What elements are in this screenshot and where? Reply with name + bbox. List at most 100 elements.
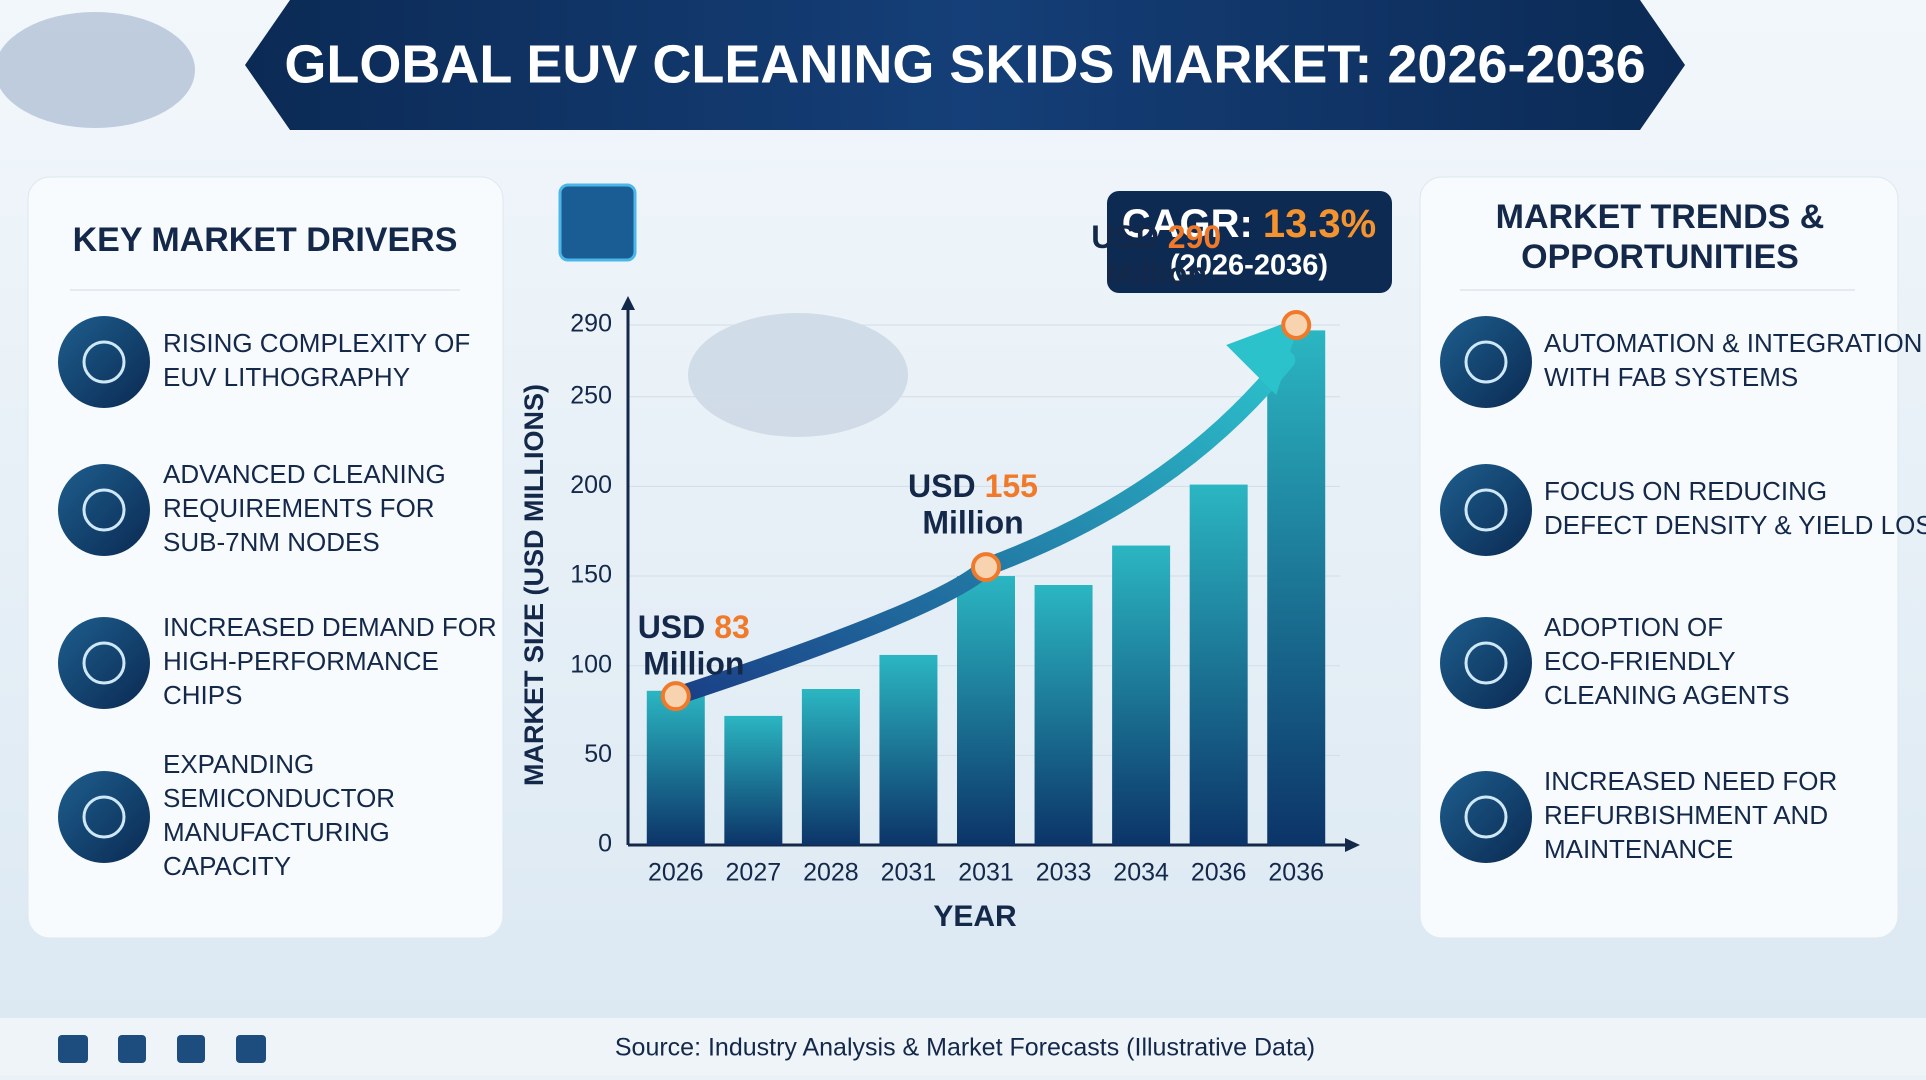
x-axis-label: YEAR xyxy=(933,900,1017,933)
x-tick-label: 2031 xyxy=(881,859,937,887)
item-text: FOCUS ON REDUCING xyxy=(1544,476,1827,506)
bar xyxy=(879,654,938,845)
bar xyxy=(646,690,705,845)
bar xyxy=(1034,585,1093,845)
annotation-text: USD 290 xyxy=(1091,219,1221,255)
annotation-marker xyxy=(660,681,691,712)
trends-panel xyxy=(1419,176,1899,939)
drivers-title: KEY MARKET DRIVERS xyxy=(73,221,458,259)
annotation-marker xyxy=(971,552,1001,583)
annotation-unit: Million xyxy=(643,646,744,682)
item-text: CLEANING AGENTS xyxy=(1544,680,1790,710)
item-text: INCREASED DEMAND FOR xyxy=(163,612,497,642)
y-tick-label: 50 xyxy=(584,740,612,768)
icon-circle xyxy=(1440,316,1532,408)
chip-decoration xyxy=(558,183,637,262)
footer-icon xyxy=(177,1035,205,1063)
icon-circle xyxy=(58,464,150,556)
item-text: SEMICONDUCTOR xyxy=(163,783,395,813)
y-axis-label: MARKET SIZE (USD MILLIONS) xyxy=(519,384,549,786)
item-text: REQUIREMENTS FOR xyxy=(163,493,435,523)
annotation-text: USD 83 xyxy=(638,610,750,646)
cagr-box xyxy=(1107,191,1392,293)
y-axis-arrow xyxy=(621,296,635,310)
annotation-prefix: USD xyxy=(908,469,976,505)
icon-circle xyxy=(58,617,150,709)
y-tick-label: 0 xyxy=(598,830,612,858)
annotation-value: 155 xyxy=(985,469,1038,505)
item-text: CAPACITY xyxy=(163,851,291,881)
icon-glyph xyxy=(82,340,126,384)
x-axis-arrow xyxy=(1345,838,1360,852)
item-text: MANUFACTURING xyxy=(163,817,390,847)
item-text: REFURBISHMENT AND xyxy=(1544,800,1828,830)
icon-glyph xyxy=(82,795,126,839)
bar xyxy=(1189,484,1248,845)
source: Source: Industry Analysis & Market Forec… xyxy=(615,1034,1315,1062)
icon-glyph xyxy=(82,641,126,685)
x-tick-label: 2026 xyxy=(648,859,704,887)
annotation-unit: Million xyxy=(922,505,1023,541)
icon-glyph xyxy=(82,488,126,532)
item-text: ADVANCED CLEANING xyxy=(163,459,446,489)
x-tick-label: 2033 xyxy=(1036,859,1092,887)
bar xyxy=(1112,545,1171,845)
cagr-period: (2026-2036) xyxy=(1170,250,1328,282)
title-banner xyxy=(245,0,1685,130)
trends-title: OPPORTUNITIES xyxy=(1521,238,1799,276)
item-text: EXPANDING xyxy=(163,749,314,779)
icon-glyph xyxy=(1464,641,1508,685)
item-text: ECO-FRIENDLY xyxy=(1544,646,1736,676)
item-text: INCREASED NEED FOR xyxy=(1544,766,1837,796)
bar xyxy=(957,576,1015,845)
item-text: SUB-7NM NODES xyxy=(163,527,380,557)
title: GLOBAL EUV CLEANING SKIDS MARKET: 2026-2… xyxy=(284,34,1645,94)
icon-glyph xyxy=(1464,795,1508,839)
y-tick-label: 290 xyxy=(570,310,612,338)
y-tick-label: 200 xyxy=(570,471,612,499)
annotation-text: USD 155 xyxy=(908,469,1038,505)
annotation-unit: Million xyxy=(1106,255,1207,291)
x-tick-label: 2034 xyxy=(1113,859,1169,887)
footer-icon xyxy=(58,1035,88,1063)
icon-glyph xyxy=(1464,488,1508,532)
cagr-value: 13.3% xyxy=(1263,202,1376,246)
x-tick-label: 2031 xyxy=(958,859,1014,887)
bar xyxy=(724,715,783,845)
x-tick-label: 2028 xyxy=(803,859,859,887)
annotation-value: 290 xyxy=(1168,219,1221,255)
wafer-decoration xyxy=(688,313,908,437)
annotation-prefix: USD xyxy=(1091,219,1159,255)
cagr-label: CAGR: xyxy=(1122,202,1253,246)
item-text: CHIPS xyxy=(163,680,242,710)
item-text: ADOPTION OF xyxy=(1544,612,1723,642)
x-tick-label: 2027 xyxy=(726,859,782,887)
icon-circle xyxy=(58,771,150,863)
item-text: EUV LITHOGRAPHY xyxy=(163,362,410,392)
bar xyxy=(1267,330,1326,846)
icon-circle xyxy=(1440,464,1532,556)
footer-icon xyxy=(118,1035,146,1063)
footer-icons xyxy=(58,1035,266,1063)
annotation-prefix: USD xyxy=(638,610,706,646)
y-tick-label: 250 xyxy=(570,381,612,409)
item-text: DEFECT DENSITY & YIELD LOSS xyxy=(1544,510,1926,540)
icon-circle xyxy=(58,316,150,408)
footer-icon xyxy=(236,1035,266,1063)
icon-circle xyxy=(1440,771,1532,863)
annotation-value: 83 xyxy=(714,610,750,646)
item-text: WITH FAB SYSTEMS xyxy=(1544,362,1798,392)
icon-circle xyxy=(1440,617,1532,709)
wafer-decoration xyxy=(0,12,195,128)
trends-title: MARKET TRENDS & xyxy=(1496,198,1825,236)
y-tick-label: 150 xyxy=(570,561,612,589)
annotation-marker xyxy=(1281,310,1312,340)
item-text: RISING COMPLEXITY OF xyxy=(163,328,470,358)
item-text: HIGH-PERFORMANCE xyxy=(163,646,439,676)
bar xyxy=(801,689,860,845)
trend-arrowhead xyxy=(1226,317,1302,395)
icon-glyph xyxy=(1464,340,1508,384)
cagr-text: CAGR: 13.3% xyxy=(1122,202,1377,246)
